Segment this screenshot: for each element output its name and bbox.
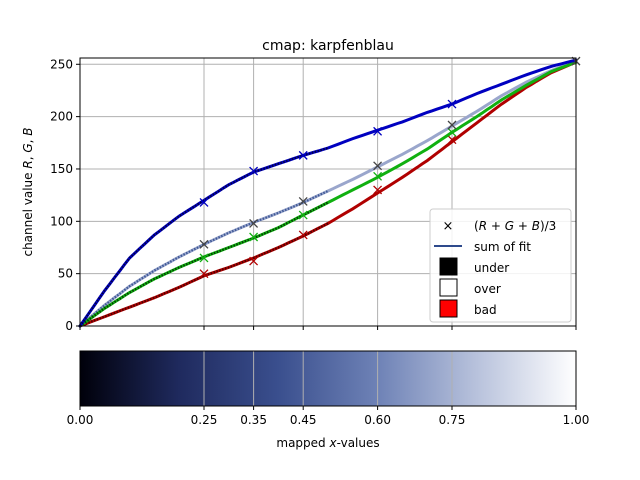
marker-G-0 [199, 253, 209, 263]
y-tick-label-1: 50 [58, 267, 73, 281]
colorbar-label: mapped x-values [276, 436, 379, 450]
legend-box [429, 208, 572, 323]
series-B-dark-overlay [79, 146, 329, 327]
legend-sum-label: sum of fit [474, 240, 531, 254]
legend-over-swatch [439, 278, 458, 297]
y-axis-label-g: G [21, 143, 35, 152]
series-G-dark-overlay [79, 201, 329, 327]
x-axis-ticks [79, 326, 577, 330]
colorbar-label-pre: mapped [276, 436, 329, 450]
y-axis-label-r: R [21, 160, 35, 168]
y-axis-label-text: channel value [21, 169, 35, 257]
marker-G-2 [298, 210, 308, 220]
colorbar-frame [79, 350, 577, 407]
legend-mean-r: R [479, 219, 487, 233]
legend-mean-marker: × [443, 219, 454, 234]
legend-mean-label: (R + G + B)/3 [474, 219, 556, 233]
legend-under-swatch [439, 257, 458, 276]
series-B-line [78, 58, 578, 328]
marker-B-1 [249, 166, 259, 176]
legend-mean-plus1: + [487, 219, 505, 233]
y-tick-label-5: 250 [50, 57, 73, 71]
marker-R-1 [249, 256, 259, 266]
marker-mean-2 [298, 196, 308, 206]
colorbar: 0.00 0.25 0.35 0.45 0.60 0.75 1.00 mapped x-va… [67, 350, 590, 450]
marker-mean-0 [199, 239, 209, 249]
colorbar-tick-label-0: 0.00 [67, 413, 94, 427]
colorbar-label-var: x [328, 436, 337, 450]
series-R-line [78, 60, 578, 328]
colorbar-tick-label-4: 0.60 [364, 413, 391, 427]
y-axis-ticks: 0 50 100 150 200 250 [50, 57, 80, 333]
colorbar-tick-label-3: 0.45 [290, 413, 317, 427]
legend-under-label: under [474, 261, 509, 275]
legend-mean-plus2: + [514, 219, 532, 233]
marker-mean-4 [447, 120, 457, 130]
y-axis-label-sep2: , [21, 136, 35, 144]
colorbar-tick-label-1: 0.25 [191, 413, 218, 427]
y-tick-label-0: 0 [65, 319, 73, 333]
legend: × (R + G + B)/3 sum of fit under over ba… [429, 208, 572, 323]
channel-lines [78, 58, 578, 328]
y-tick-label-3: 150 [50, 162, 73, 176]
colorbar-tick-label-6: 1.00 [563, 413, 590, 427]
colorbar-label-post: -values [337, 436, 380, 450]
legend-mean-close: )/3 [540, 219, 556, 233]
marker-mean-1 [249, 218, 259, 228]
marker-B-2 [298, 150, 308, 160]
legend-bad-label: bad [474, 303, 497, 317]
marker-mean-3 [373, 161, 383, 171]
main-plot: 0 50 100 150 200 250 [50, 56, 581, 333]
legend-mean-open: ( [474, 219, 479, 233]
colorbar-ticks: 0.00 0.25 0.35 0.45 0.60 0.75 1.00 [67, 406, 590, 427]
plot-frame [79, 57, 577, 327]
legend-mean-g: G [505, 219, 514, 233]
marker-B-4 [447, 99, 457, 109]
colorbar-tick-label-5: 0.75 [439, 413, 466, 427]
channel-markers [199, 56, 581, 279]
marker-G-4 [447, 127, 457, 137]
y-axis-label-b: B [21, 127, 35, 135]
marker-B-0 [199, 198, 209, 207]
y-tick-label-2: 100 [50, 214, 73, 228]
marker-G-1 [249, 232, 259, 242]
marker-G-3 [373, 171, 383, 181]
colorbar-gradient [80, 351, 576, 406]
y-axis-label: channel value R, G, B [21, 127, 35, 256]
chart-title: cmap: karpfenblau [262, 38, 394, 54]
series-R-dark-overlay [79, 222, 329, 328]
legend-over-label: over [474, 282, 501, 296]
legend-mean-b: B [532, 219, 540, 233]
marker-R-3 [373, 185, 383, 195]
colorbar-tick-label-2: 0.35 [240, 413, 267, 427]
marker-R-0 [199, 269, 209, 279]
marker-R-4 [447, 135, 457, 145]
y-tick-label-4: 200 [50, 110, 73, 124]
marker-B-3 [373, 126, 383, 136]
legend-bad-swatch [439, 299, 458, 318]
y-axis-label-sep1: , [21, 153, 35, 161]
marker-R-2 [298, 230, 308, 240]
